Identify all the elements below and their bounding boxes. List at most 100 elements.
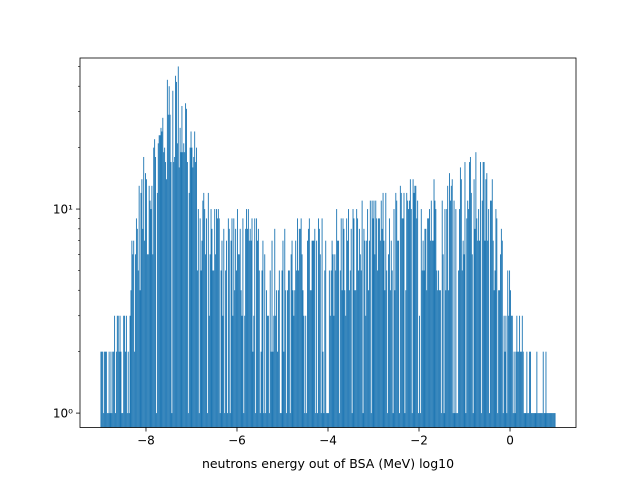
- histogram-bar: [477, 240, 479, 428]
- histogram-bar: [493, 290, 495, 428]
- histogram-bar: [227, 218, 229, 428]
- histogram-bar: [128, 413, 130, 428]
- histogram-bar: [515, 351, 517, 428]
- histogram-bar: [269, 270, 271, 428]
- histogram-bar: [323, 413, 325, 428]
- histogram-bar: [236, 209, 238, 428]
- histogram-bar: [146, 254, 148, 428]
- histogram-bar: [363, 228, 365, 428]
- histogram-bar: [393, 209, 395, 428]
- histogram-bar: [351, 413, 353, 428]
- histogram-bar: [277, 351, 278, 428]
- histogram-bar: [125, 351, 126, 428]
- histogram-bar: [198, 413, 200, 428]
- histogram-bar: [412, 179, 414, 428]
- histogram-bar: [255, 413, 257, 428]
- histogram-bar: [216, 209, 217, 428]
- histogram-bar: [479, 240, 480, 428]
- histogram-bar: [346, 218, 348, 428]
- histogram-bar: [148, 185, 150, 428]
- histogram-bar: [402, 218, 404, 428]
- histogram-bar: [192, 167, 194, 428]
- histogram-bar: [349, 270, 351, 428]
- histogram-bar: [520, 351, 521, 428]
- histogram-bar: [344, 290, 346, 428]
- histogram-bar: [416, 218, 418, 428]
- histogram-bar: [388, 218, 390, 428]
- histogram-bar: [460, 179, 462, 428]
- histogram-bar: [438, 270, 440, 428]
- x-tick-label: 0: [506, 434, 514, 448]
- histogram-bar: [109, 413, 111, 428]
- histogram-bar: [517, 351, 519, 428]
- histogram-bar: [139, 290, 141, 428]
- histogram-bar: [115, 413, 116, 428]
- histogram-bar: [150, 209, 152, 428]
- histogram-bar: [354, 290, 356, 428]
- x-tick-label: −6: [228, 434, 246, 448]
- histogram-bar: [409, 179, 411, 428]
- histogram-bar: [123, 315, 125, 428]
- histogram-bar: [177, 66, 179, 428]
- histogram-bar: [270, 351, 272, 428]
- histogram-bar: [348, 290, 350, 428]
- histogram-bar: [464, 162, 466, 428]
- histogram-bar: [534, 413, 536, 428]
- histogram-bar: [210, 209, 212, 428]
- histogram-bar: [439, 290, 441, 428]
- histogram-bar: [333, 315, 335, 428]
- histogram-bar: [471, 254, 473, 428]
- histogram-bar: [449, 173, 450, 428]
- histogram-bar: [271, 240, 273, 428]
- histogram-bar: [107, 413, 109, 428]
- histogram-bar: [277, 290, 279, 428]
- histogram-bar: [181, 105, 183, 428]
- histogram-bar: [447, 185, 449, 428]
- histogram-bar: [391, 270, 393, 428]
- histogram-bar: [317, 218, 319, 428]
- histogram-bar: [504, 351, 506, 428]
- histogram-bar: [296, 270, 298, 428]
- histogram-bar: [537, 413, 539, 428]
- histogram-bar: [245, 228, 247, 428]
- histogram-bar: [376, 218, 378, 428]
- histogram-bar: [330, 270, 332, 428]
- histogram-bar: [532, 413, 534, 428]
- histogram-bar: [360, 270, 362, 428]
- histogram-bar: [338, 240, 339, 428]
- histogram-bar: [208, 315, 210, 428]
- histogram-bar: [100, 351, 102, 428]
- histogram-bar: [110, 351, 112, 428]
- histogram-bar: [520, 351, 522, 428]
- histogram-bar: [542, 351, 544, 428]
- histogram-bar: [399, 185, 401, 428]
- histogram-bar: [341, 290, 343, 428]
- histogram-bar: [541, 413, 543, 428]
- histogram-bar: [499, 290, 501, 428]
- histogram-bar: [342, 218, 344, 428]
- histogram-bar: [485, 179, 487, 428]
- histogram-bar: [332, 254, 334, 428]
- histogram-bar: [514, 413, 516, 428]
- histogram-bar: [165, 162, 166, 428]
- histogram-bar: [118, 351, 120, 428]
- histogram-bar: [234, 290, 236, 428]
- histogram-bar: [553, 413, 555, 428]
- histogram-bar: [257, 228, 259, 428]
- histogram-bar: [276, 290, 278, 428]
- histogram-bar: [237, 254, 239, 428]
- histogram-bar: [414, 185, 416, 428]
- histogram-bar: [145, 179, 147, 428]
- histogram-bar: [543, 413, 545, 428]
- histogram-bar: [119, 315, 121, 428]
- histogram-bar: [190, 131, 192, 428]
- histogram-bar: [153, 147, 155, 428]
- histogram-bar: [163, 152, 165, 428]
- histogram-bar: [386, 270, 388, 428]
- histogram-bar: [135, 254, 136, 428]
- histogram-bar: [171, 413, 173, 428]
- histogram-bar: [215, 254, 217, 428]
- histogram-bar: [159, 135, 161, 428]
- histogram-bar: [204, 209, 206, 428]
- histogram-bar: [219, 413, 221, 428]
